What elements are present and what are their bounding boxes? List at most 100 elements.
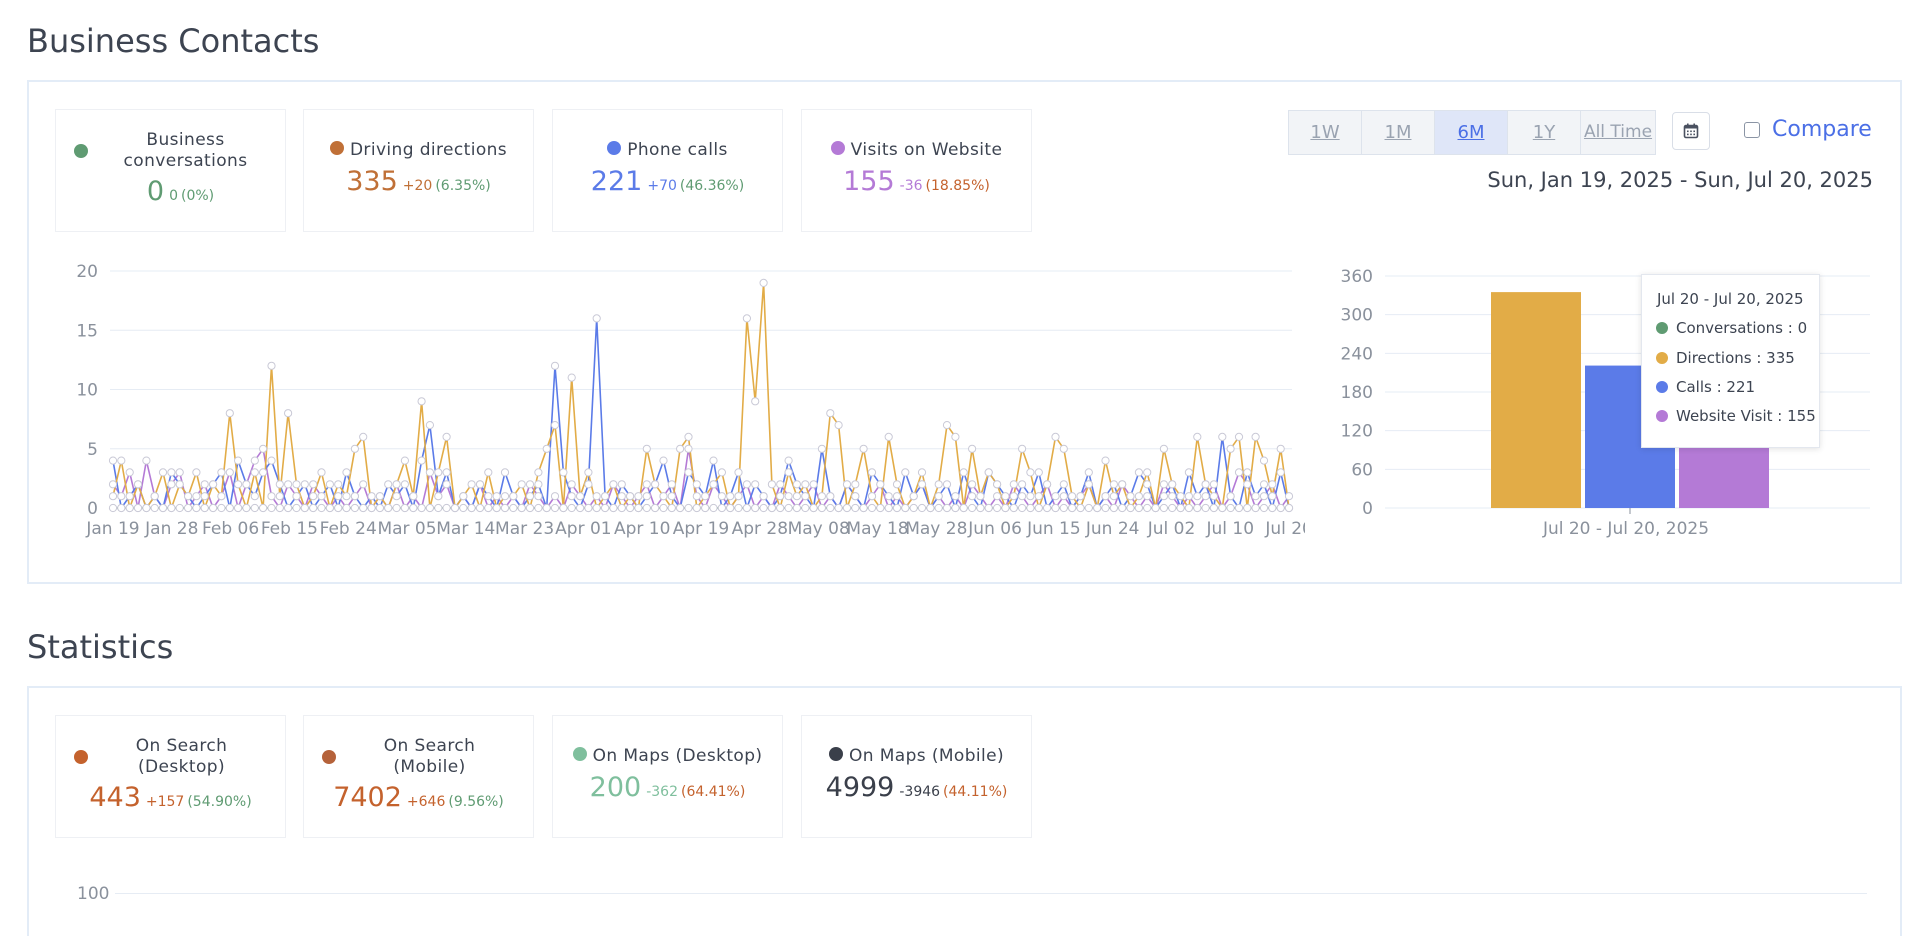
data-point xyxy=(459,492,468,501)
data-point xyxy=(709,503,718,513)
compare-checkbox[interactable] xyxy=(1744,121,1760,138)
data-point xyxy=(284,480,293,489)
data-point xyxy=(392,492,401,501)
website-dot-icon xyxy=(830,141,845,155)
data-point xyxy=(984,468,993,477)
data-point xyxy=(592,492,601,501)
data-point xyxy=(217,503,226,513)
data-point xyxy=(167,503,176,513)
x-tick-label: Apr 01 xyxy=(555,519,611,538)
compare-toggle[interactable]: Compare xyxy=(1744,117,1872,142)
card-delta: 0 xyxy=(169,188,178,204)
maps-mobile-dot-icon xyxy=(828,747,843,761)
data-point xyxy=(742,480,752,489)
data-point xyxy=(267,456,276,465)
data-point xyxy=(484,468,493,477)
data-point xyxy=(826,503,835,513)
data-point xyxy=(926,503,935,513)
data-point xyxy=(876,480,885,489)
data-point xyxy=(968,444,977,453)
card-value: 200 xyxy=(589,772,642,803)
range-button-all-time[interactable]: All Time xyxy=(1583,122,1653,142)
card-pct: (54.90%) xyxy=(187,794,252,810)
data-point xyxy=(325,480,334,489)
x-tick-label: Jun 24 xyxy=(1085,519,1140,538)
data-point xyxy=(909,492,918,501)
x-tick-label: Jun 06 xyxy=(967,519,1022,538)
data-point xyxy=(951,432,960,441)
card-pct: (44.11%) xyxy=(943,784,1008,800)
data-point xyxy=(1268,503,1277,513)
data-point xyxy=(751,397,760,406)
data-point xyxy=(108,456,118,465)
data-point xyxy=(484,503,493,513)
data-point xyxy=(684,468,693,477)
data-point xyxy=(1034,468,1043,477)
range-button-1w[interactable]: 1W xyxy=(1289,111,1362,154)
data-point xyxy=(993,492,1002,501)
data-point xyxy=(801,503,810,513)
card-delta: +646 xyxy=(406,794,446,810)
data-point xyxy=(859,503,868,513)
range-button-1y[interactable]: 1Y xyxy=(1508,111,1581,154)
data-point xyxy=(1193,492,1202,501)
data-point xyxy=(617,480,626,489)
data-point xyxy=(701,492,710,501)
card-search-desktop: On Search (Desktop) 443 +157 (54.90%) xyxy=(55,715,286,838)
data-point xyxy=(951,503,960,513)
data-point xyxy=(284,503,293,513)
data-point xyxy=(392,480,401,489)
data-point xyxy=(534,503,543,513)
data-point xyxy=(984,503,993,513)
data-point xyxy=(117,456,126,465)
data-point xyxy=(1168,503,1177,513)
data-point xyxy=(1151,503,1160,513)
data-point xyxy=(709,480,718,489)
data-point xyxy=(892,492,902,501)
data-point xyxy=(1201,503,1210,513)
data-point xyxy=(751,480,760,489)
data-point xyxy=(1268,480,1277,489)
data-point xyxy=(1234,503,1244,513)
tooltip-text: Calls : 221 xyxy=(1676,378,1756,396)
conversations-dot-icon xyxy=(74,144,88,158)
data-point xyxy=(542,444,551,453)
data-point xyxy=(234,480,243,489)
series-line-calls xyxy=(112,317,1290,509)
data-point xyxy=(500,503,510,513)
range-button-6m[interactable]: 6M xyxy=(1435,111,1508,154)
data-point xyxy=(776,492,785,501)
data-point xyxy=(559,503,568,513)
data-point xyxy=(1101,492,1110,501)
x-tick-label: Feb 24 xyxy=(320,519,377,538)
data-point xyxy=(934,492,943,501)
data-point xyxy=(434,503,443,513)
data-point xyxy=(742,503,752,513)
data-point xyxy=(584,503,593,513)
data-point xyxy=(968,492,977,501)
data-point xyxy=(417,503,426,513)
data-point xyxy=(550,361,560,370)
data-point xyxy=(442,480,451,489)
data-point xyxy=(1134,492,1144,501)
data-point xyxy=(142,456,151,465)
range-button-1m[interactable]: 1M xyxy=(1362,111,1435,154)
data-point xyxy=(642,492,651,501)
data-point xyxy=(434,492,443,501)
data-point xyxy=(751,503,760,513)
tooltip-title: Jul 20 - Jul 20, 2025 xyxy=(1657,290,1804,308)
data-point xyxy=(726,503,735,513)
calendar-button[interactable] xyxy=(1672,112,1710,150)
data-point xyxy=(942,421,952,430)
data-point xyxy=(467,503,476,513)
stats-y-tick: 100 xyxy=(77,884,110,904)
calls-dot-icon xyxy=(607,141,622,155)
maps-desktop-dot-icon xyxy=(572,747,587,761)
data-point xyxy=(517,503,526,513)
x-tick-label: Jan 28 xyxy=(144,519,198,538)
data-point xyxy=(642,444,651,453)
data-point xyxy=(851,480,860,489)
search-mobile-dot-icon xyxy=(322,750,336,764)
data-point xyxy=(817,444,827,453)
